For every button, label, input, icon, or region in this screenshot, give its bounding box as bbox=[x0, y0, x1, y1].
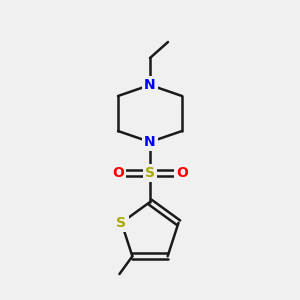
Text: S: S bbox=[145, 166, 155, 180]
Text: N: N bbox=[144, 135, 156, 149]
Text: O: O bbox=[176, 166, 188, 180]
Text: O: O bbox=[112, 166, 124, 180]
Text: N: N bbox=[144, 78, 156, 92]
Text: S: S bbox=[116, 216, 127, 230]
